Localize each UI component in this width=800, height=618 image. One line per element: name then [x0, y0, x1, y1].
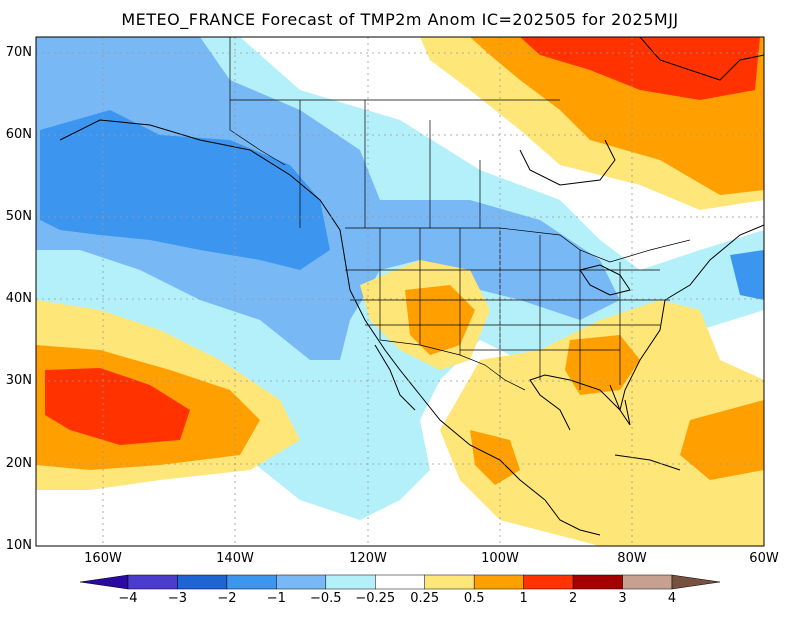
coastline-cuba — [614, 454, 681, 471]
lon-label-80w: 80W — [617, 551, 647, 566]
colorbar-swatch-10 — [572, 574, 623, 590]
colorbar-swatch-0 — [79, 574, 129, 590]
coastlines — [59, 37, 764, 536]
lat-label-10n: 10N — [5, 538, 32, 553]
canada-province-lines — [230, 99, 560, 228]
colorbar-swatch-6 — [375, 574, 425, 590]
coastline-florida — [609, 384, 631, 426]
colorbar-label: −1 — [266, 591, 286, 606]
coastline-baja — [374, 344, 416, 411]
lon-label-140w: 140W — [216, 551, 254, 566]
colorbar-label: 0.5 — [463, 591, 485, 606]
lat-label-50n: 50N — [5, 209, 32, 224]
map-frame — [35, 36, 765, 547]
colorbar-swatch-7 — [424, 574, 475, 590]
colorbar-swatch-2 — [177, 574, 228, 590]
colorbar-label: 2 — [568, 591, 578, 606]
colorbar-label: −0.25 — [355, 591, 396, 606]
lon-label-160w: 160W — [84, 551, 122, 566]
gridlines — [36, 37, 764, 546]
colorbar-label: −0.5 — [310, 591, 342, 606]
anomaly-warm-southwest — [405, 285, 475, 355]
map-title: METEO_FRANCE Forecast of TMP2m Anom IC=2… — [121, 10, 679, 29]
colorbar-swatch-5 — [325, 574, 376, 590]
lon-label-120w: 120W — [349, 551, 387, 566]
anomaly-field — [36, 37, 764, 546]
colorbar-swatch-8 — [473, 574, 524, 590]
coastline-north-america — [59, 119, 764, 536]
colorbar-label: −3 — [167, 591, 188, 606]
colorbar-swatch-11 — [622, 574, 673, 590]
colorbar-label: 0.25 — [410, 591, 440, 606]
colorbar-label: −2 — [217, 591, 237, 606]
anomaly-very-warm-arctic — [520, 37, 760, 100]
lon-label-60w: 60W — [749, 551, 779, 566]
lat-label-70n: 70N — [5, 45, 32, 60]
us-state-lines — [345, 228, 670, 390]
political-boundaries — [229, 37, 691, 391]
colorbar-label: −4 — [118, 591, 138, 606]
colorbar-swatch-12 — [671, 574, 721, 590]
lat-label-60n: 60N — [5, 127, 32, 142]
anomaly-warm-caribbean — [680, 400, 764, 480]
colorbar-label: 4 — [667, 591, 677, 606]
anomaly-cool-region — [40, 110, 330, 270]
colorbar-swatch-4 — [276, 574, 327, 590]
lat-label-40n: 40N — [5, 291, 32, 306]
colorbar-label: 3 — [618, 591, 627, 606]
us-mexico-border — [379, 339, 526, 391]
anomaly-light-warm-southeast — [440, 300, 764, 546]
colorbar-swatch-1 — [127, 574, 178, 590]
coastline-hudson-bay — [519, 139, 616, 186]
anomaly-cool-atlantic — [730, 250, 764, 300]
coastline-greenland — [639, 37, 764, 81]
us-canada-border — [345, 227, 691, 263]
alaska-canada-border — [229, 37, 286, 166]
colorbar-swatch-9 — [523, 574, 574, 590]
colorbar — [79, 574, 721, 590]
coastline-great-lakes — [579, 264, 631, 296]
colorbar-swatch-3 — [226, 574, 277, 590]
lon-label-100w: 100W — [481, 551, 519, 566]
lat-label-20n: 20N — [5, 456, 32, 471]
colorbar-label: 1 — [519, 591, 528, 606]
anomaly-very-warm-pacific — [45, 368, 190, 445]
lat-label-30n: 30N — [5, 373, 32, 388]
